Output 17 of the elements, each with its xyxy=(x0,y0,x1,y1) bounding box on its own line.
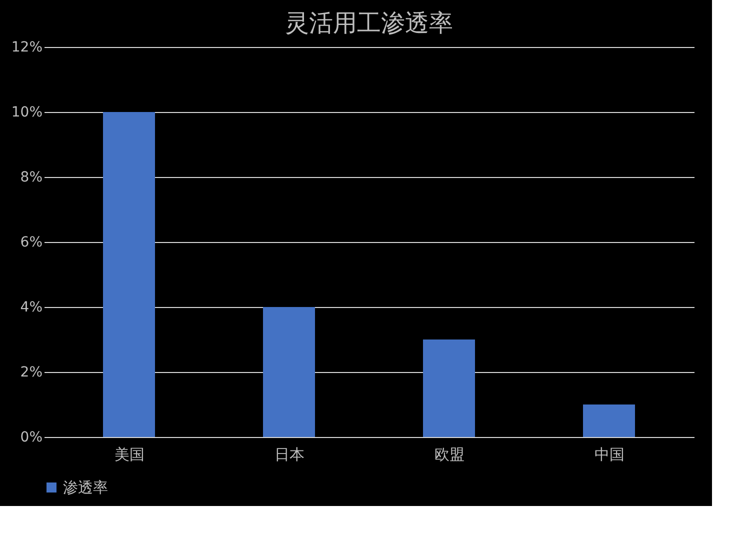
y-tick-label: 4% xyxy=(20,300,42,316)
bar xyxy=(103,112,155,437)
bar xyxy=(263,307,315,437)
x-tick-label: 美国 xyxy=(114,446,144,464)
bar xyxy=(423,340,475,437)
bar xyxy=(583,404,635,437)
x-tick-label: 中国 xyxy=(594,446,624,464)
y-tick-label: 0% xyxy=(20,430,42,446)
x-tick-label: 日本 xyxy=(274,446,304,464)
chart-title: 灵活用工渗透率 xyxy=(285,9,453,37)
x-tick-label: 欧盟 xyxy=(434,446,464,464)
y-tick-label: 8% xyxy=(20,170,42,186)
legend-label: 渗透率 xyxy=(63,478,108,496)
y-tick-label: 6% xyxy=(20,234,42,250)
y-tick-label: 10% xyxy=(11,104,42,120)
y-tick-label: 12% xyxy=(11,40,42,56)
y-tick-label: 2% xyxy=(20,364,42,380)
